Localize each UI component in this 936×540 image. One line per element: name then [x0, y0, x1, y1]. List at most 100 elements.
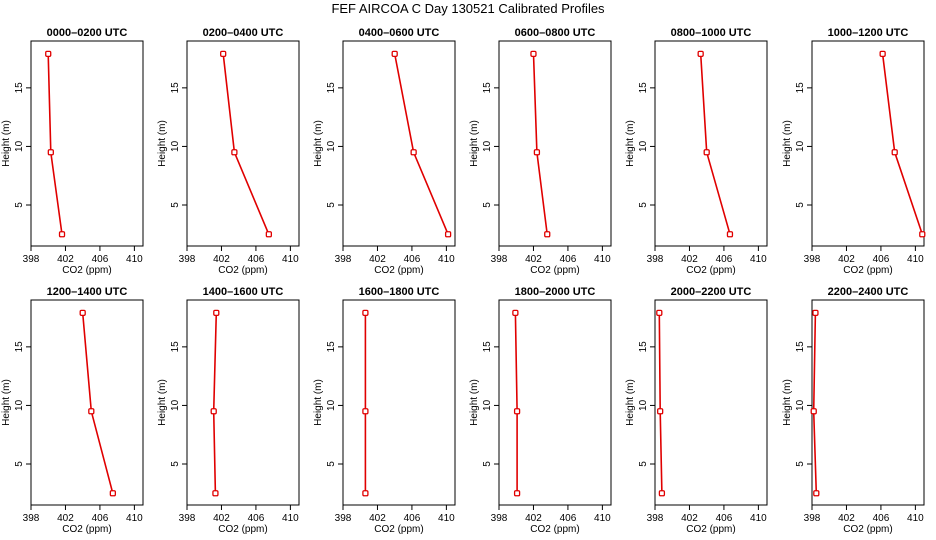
- data-point: [656, 309, 663, 317]
- data-point: [88, 408, 95, 415]
- y-axis-label: Height (m): [157, 120, 168, 167]
- y-tick-label: 15: [795, 341, 806, 353]
- x-tick-label: 402: [369, 254, 386, 265]
- x-axis-label: CO2 (ppm): [218, 265, 267, 276]
- x-tick-label: 406: [248, 254, 265, 265]
- x-tick-label: 398: [179, 254, 196, 265]
- x-tick-label: 402: [838, 254, 855, 265]
- panel-title: 0800–1000 UTC: [671, 27, 752, 39]
- x-tick-label: 402: [838, 513, 855, 524]
- x-tick-label: 406: [873, 513, 890, 524]
- data-point: [109, 490, 116, 497]
- y-tick-label: 5: [795, 461, 806, 467]
- panel-title: 0200–0400 UTC: [203, 27, 284, 39]
- x-tick-label: 398: [335, 254, 352, 265]
- panel-title: 2200–2400 UTC: [828, 286, 909, 298]
- y-tick-label: 10: [795, 399, 806, 411]
- x-axis-label: CO2 (ppm): [686, 265, 735, 276]
- y-tick-label: 10: [14, 399, 25, 411]
- data-point: [410, 149, 417, 156]
- panel-9: 1600–1800 UTC 398 402 406 410 CO2 (ppm) 5 10 15 H…: [313, 286, 456, 535]
- x-tick-label: 398: [179, 513, 196, 524]
- data-point: [530, 50, 537, 58]
- y-axis-label: Height (m): [157, 379, 168, 426]
- y-tick-label: 5: [14, 202, 25, 208]
- x-tick-label: 402: [369, 513, 386, 524]
- x-tick-label: 402: [57, 513, 74, 524]
- y-axis-label: Height (m): [625, 120, 636, 167]
- figure-title: FEF AIRCOA C Day 130521 Calibrated Profi…: [331, 1, 605, 16]
- x-axis-label: CO2 (ppm): [374, 265, 423, 276]
- y-tick-label: 15: [170, 341, 181, 353]
- plot-frame: [654, 299, 768, 506]
- panel-title: 0600–0800 UTC: [515, 27, 596, 39]
- panels-grid: 0000–0200 UTC 398 402 406 410 CO2 (ppm) 5 10 15 H…: [1, 27, 926, 535]
- data-point: [879, 50, 886, 58]
- data-point: [919, 231, 926, 238]
- data-point: [658, 490, 666, 497]
- y-tick-label: 10: [326, 399, 337, 411]
- y-tick-label: 5: [326, 202, 337, 208]
- panel-6: 1000–1200 UTC 398 402 406 410 CO2 (ppm) 5 10 15 H…: [782, 27, 926, 276]
- data-point: [58, 231, 66, 238]
- data-point: [362, 309, 369, 317]
- panel-title: 0400–0600 UTC: [359, 27, 440, 39]
- x-tick-label: 406: [560, 513, 577, 524]
- data-point: [512, 309, 519, 317]
- y-tick-label: 10: [482, 399, 493, 411]
- data-point: [362, 490, 369, 497]
- data-point: [703, 149, 710, 156]
- panel-7: 1200–1400 UTC 398 402 406 410 CO2 (ppm) 5 10 15 H…: [1, 286, 144, 535]
- data-point: [726, 231, 734, 238]
- y-tick-label: 5: [170, 461, 181, 467]
- y-tick-label: 10: [14, 140, 25, 152]
- profile-line: [47, 53, 63, 235]
- data-point: [45, 50, 52, 58]
- y-tick-label: 15: [170, 82, 181, 94]
- data-point: [391, 50, 398, 58]
- panel-title: 1200–1400 UTC: [47, 286, 128, 298]
- data-point: [210, 408, 217, 415]
- x-tick-label: 406: [92, 513, 109, 524]
- panel-3: 0400–0600 UTC 398 402 406 410 CO2 (ppm) 5 10 15 H…: [313, 27, 456, 276]
- panel-title: 2000–2200 UTC: [671, 286, 752, 298]
- x-axis-label: CO2 (ppm): [218, 524, 267, 535]
- data-point: [697, 50, 704, 58]
- y-axis-label: Height (m): [313, 120, 324, 167]
- panel-8: 1400–1600 UTC 398 402 406 410 CO2 (ppm) 5 10 15 H…: [157, 286, 300, 535]
- x-tick-label: 406: [92, 254, 109, 265]
- x-tick-label: 402: [525, 254, 542, 265]
- data-point: [813, 490, 820, 497]
- panel-title: 0000–0200 UTC: [47, 27, 128, 39]
- data-point: [79, 309, 86, 317]
- panel-title: 1600–1800 UTC: [359, 286, 440, 298]
- plot-frame: [186, 40, 300, 247]
- panel-title: 1400–1600 UTC: [203, 286, 284, 298]
- x-tick-label: 410: [907, 513, 924, 524]
- x-tick-label: 402: [213, 513, 230, 524]
- x-tick-label: 410: [438, 254, 455, 265]
- data-point: [362, 408, 369, 415]
- y-tick-label: 15: [14, 82, 25, 94]
- y-tick-label: 5: [638, 202, 649, 208]
- x-tick-label: 402: [213, 254, 230, 265]
- x-tick-label: 398: [804, 513, 821, 524]
- x-tick-label: 410: [282, 254, 299, 265]
- panel-title: 1800–2000 UTC: [515, 286, 596, 298]
- y-axis-label: Height (m): [1, 379, 12, 426]
- x-axis-label: CO2 (ppm): [843, 524, 892, 535]
- plot-frame: [654, 40, 768, 247]
- data-point: [513, 490, 521, 497]
- profile-line: [699, 53, 731, 235]
- data-point: [544, 231, 551, 238]
- x-tick-label: 402: [57, 254, 74, 265]
- data-point: [265, 231, 272, 238]
- x-axis-label: CO2 (ppm): [62, 265, 111, 276]
- y-tick-label: 5: [795, 202, 806, 208]
- y-tick-label: 10: [795, 140, 806, 152]
- x-tick-label: 398: [335, 513, 352, 524]
- plot-frame: [30, 299, 144, 506]
- y-tick-label: 5: [14, 461, 25, 467]
- x-tick-label: 406: [716, 513, 733, 524]
- panel-2: 0200–0400 UTC 398 402 406 410 CO2 (ppm) 5 10 15 H…: [157, 27, 300, 276]
